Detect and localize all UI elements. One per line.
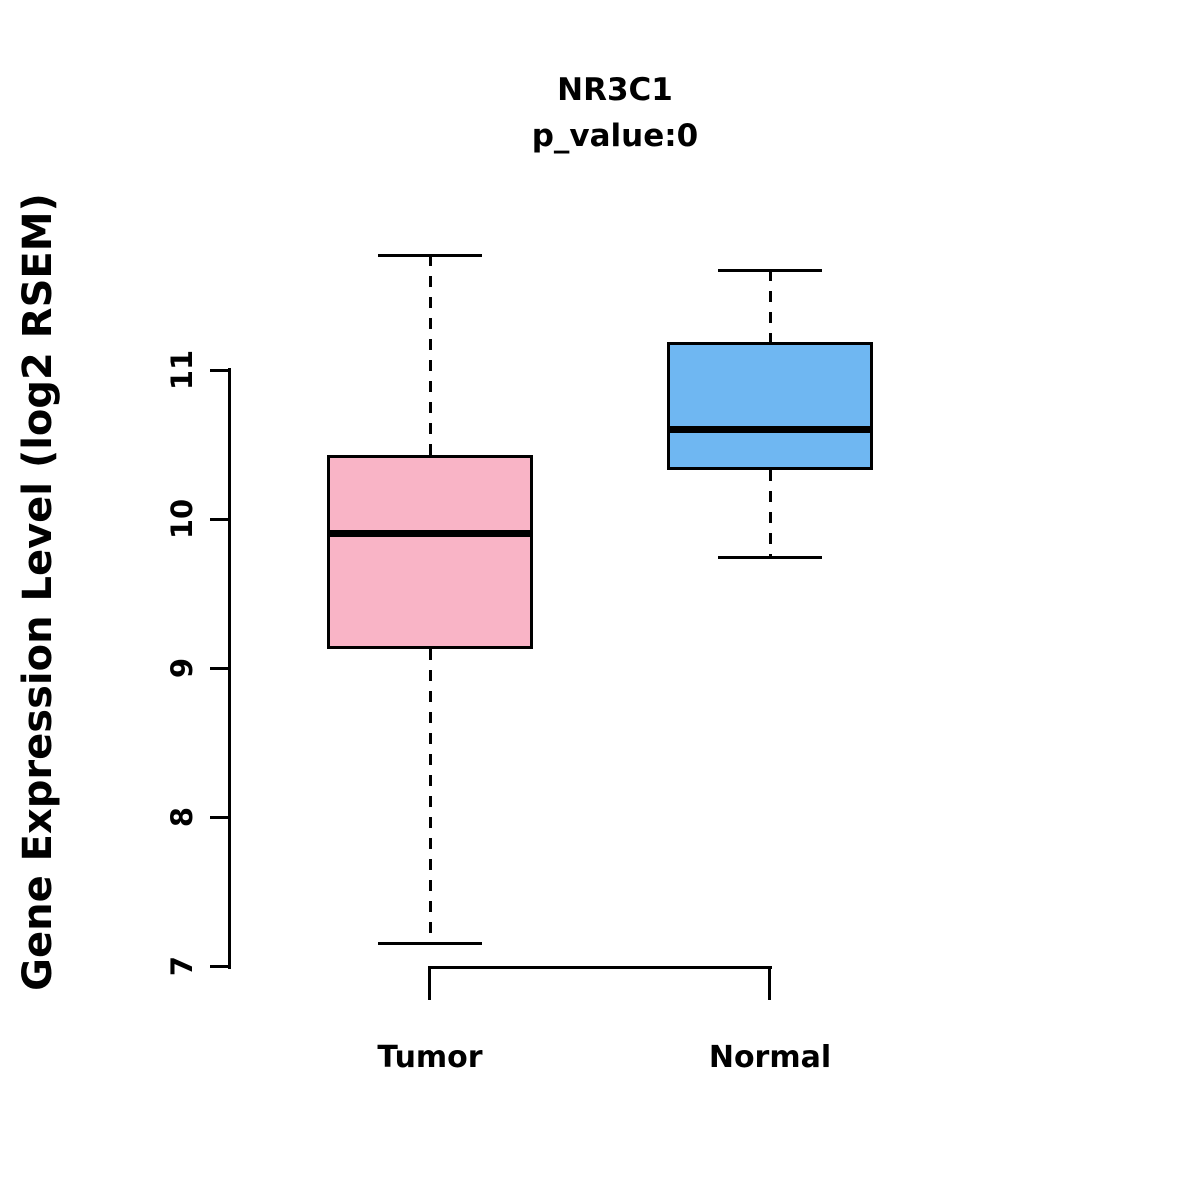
chart-title: NR3C1 [557, 72, 673, 108]
y-tick-mark [210, 964, 229, 968]
x-axis-tick-tumor [428, 966, 431, 1000]
category-label-normal: Normal [708, 1040, 832, 1075]
lower-whisker-cap [378, 942, 482, 946]
x-axis-tick-normal [768, 966, 771, 1000]
y-tick-mark [210, 815, 229, 819]
x-axis-line [429, 966, 772, 969]
y-tick-label: 7 [165, 955, 199, 977]
iqr-box-normal [667, 341, 873, 470]
lower-whisker-cap [718, 556, 822, 560]
y-axis-label: Gene Expression Level (log2 RSEM) [15, 193, 61, 991]
y-tick-mark [210, 368, 229, 372]
iqr-box-tumor [327, 454, 533, 649]
y-axis-line [228, 368, 231, 969]
upper-whisker-cap [378, 253, 482, 257]
y-tick-label: 11 [165, 349, 199, 391]
upper-whisker [768, 270, 772, 342]
lower-whisker [768, 469, 772, 558]
y-tick-mark [210, 517, 229, 521]
lower-whisker [428, 648, 432, 944]
median-line-normal [667, 426, 873, 434]
y-tick-label: 10 [165, 498, 199, 540]
upper-whisker-cap [718, 268, 822, 272]
category-label-tumor: Tumor [377, 1040, 483, 1075]
upper-whisker [428, 255, 432, 455]
y-tick-label: 8 [165, 806, 199, 828]
median-line-tumor [327, 530, 533, 538]
chart-subtitle: p_value:0 [531, 118, 699, 154]
y-tick-label: 9 [165, 657, 199, 679]
y-tick-mark [210, 666, 229, 670]
